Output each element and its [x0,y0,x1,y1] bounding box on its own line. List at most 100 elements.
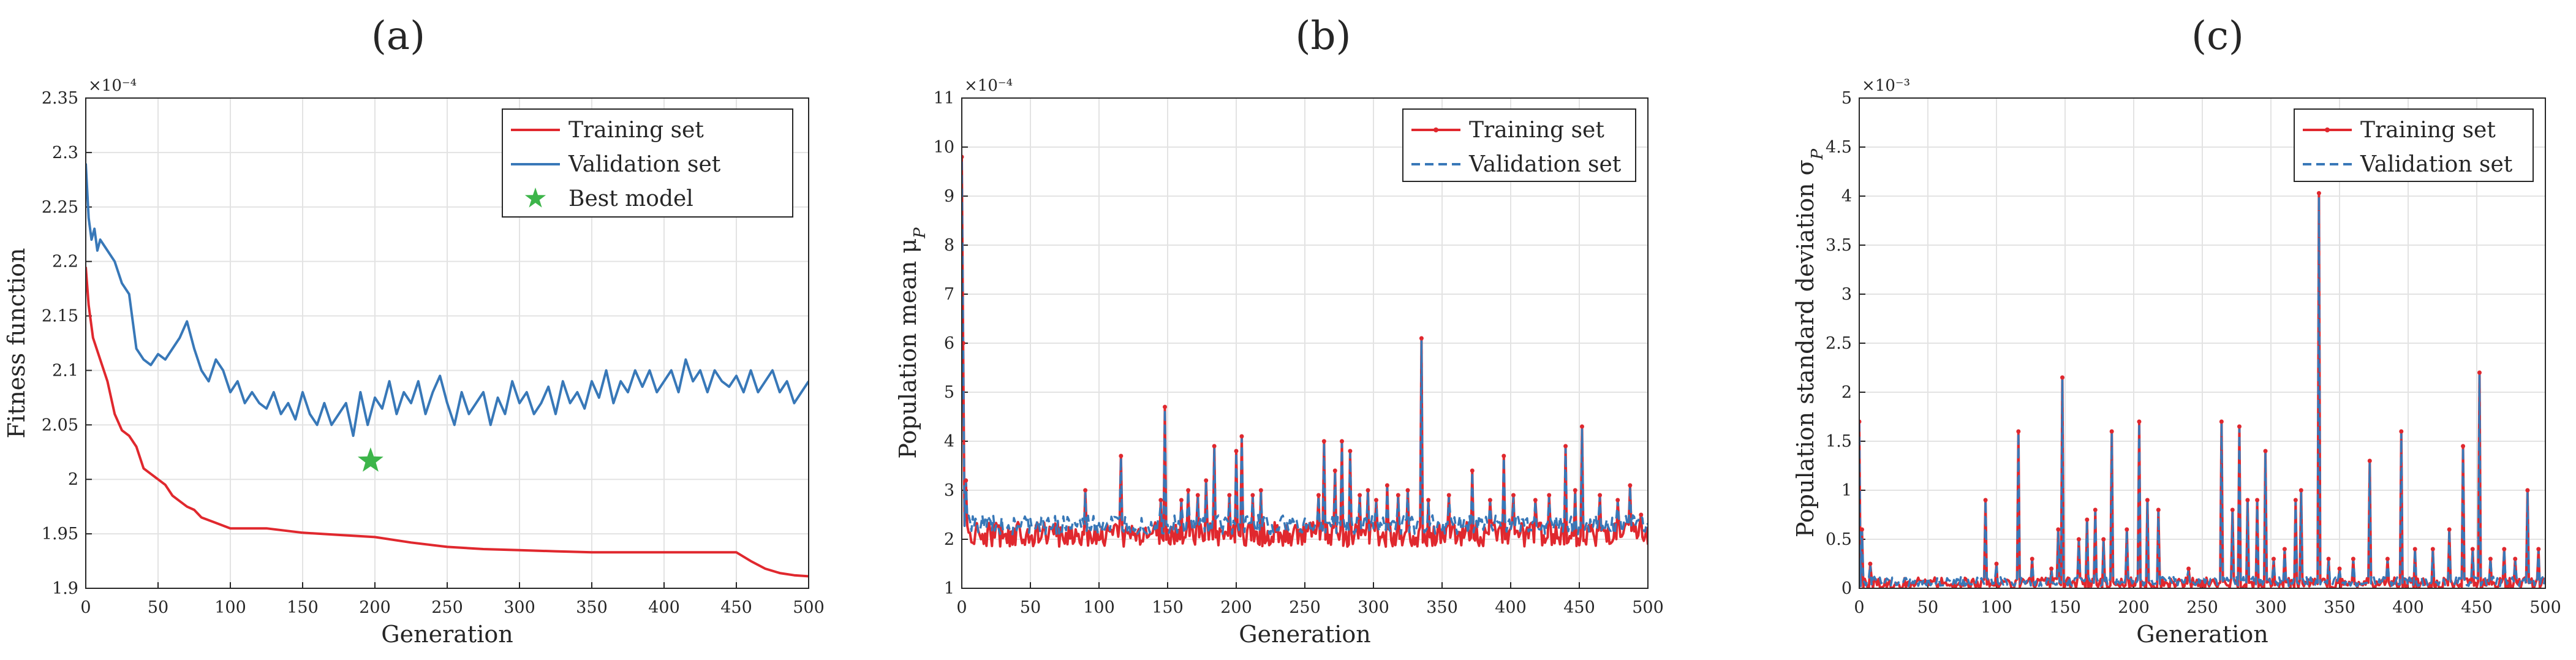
y-axis-label: Fitness function [3,248,30,439]
spike-point [1405,488,1410,493]
spike-point [1533,498,1538,503]
y-tick-label: 4 [944,432,954,451]
y-tick-label: 7 [944,285,954,304]
series-training-line [1859,192,2545,588]
spike-point [1227,493,1232,498]
x-tick-label: 300 [1358,598,1389,617]
spike-point [2298,488,2303,493]
x-tick-label: 400 [1495,598,1527,617]
spike-point [2060,375,2065,380]
x-tick-label: 350 [576,598,608,617]
x-tick-label: 200 [2118,598,2150,617]
x-tick-label: 300 [2255,598,2287,617]
y-tick-label: 2.1 [52,361,78,380]
x-tick-label: 100 [214,598,246,617]
y-tick-label: 1.5 [1826,432,1852,451]
legend-swatch-marker [2325,127,2330,132]
y-tick-label: 8 [944,236,954,255]
spike-point [1384,483,1389,488]
x-tick-label: 50 [148,598,168,617]
x-tick-label: 200 [1220,598,1252,617]
x-tick-label: 450 [720,598,752,617]
spike-point [2385,556,2390,561]
spike-point [2109,429,2114,434]
y-tick-label: 3 [944,481,954,500]
x-tick-label: 500 [793,598,825,617]
x-axis-label: Generation [381,621,513,648]
y-tick-label: 3.5 [1826,236,1852,255]
spike-point [1258,488,1263,493]
y-axis-label-subscript: P [911,227,929,239]
y-tick-label: 2.25 [42,198,78,217]
spike-point [1339,439,1344,444]
legend-label-validation: Validation set [1468,152,1622,177]
spike-point [2093,507,2098,512]
y-axis-label: Population mean μP [894,227,929,459]
spike-point [1239,434,1244,439]
spike-point [1426,498,1431,503]
spike-point [1250,493,1255,498]
spike-point [1639,512,1644,517]
axes-frame [85,97,809,589]
spike-point [1628,483,1633,488]
spike-point [2502,547,2507,552]
x-tick-label: 500 [2529,598,2561,617]
y-tick-label: 2.2 [52,252,78,271]
spike-point [2316,191,2321,195]
spike-point [1396,493,1400,498]
spike-point [1358,493,1362,498]
x-tick-label: 0 [80,598,91,617]
spike-point [1868,561,1873,566]
spike-point [1332,468,1337,473]
y-tick-label: 2 [944,530,954,549]
spike-point [1365,488,1370,493]
legend-box [1402,108,1636,182]
y-tick-label: 11 [934,89,954,108]
y-tick-label: 1 [944,579,954,598]
spike-point [2156,507,2161,512]
y-tick-label: 1 [1841,481,1852,500]
series-training-line [962,156,1648,548]
spike-point [1158,498,1163,503]
spike-point [1615,498,1620,503]
x-tick-label: 50 [1020,598,1041,617]
spike-point [2237,424,2242,429]
spike-point [1321,439,1326,444]
spike-point [1501,453,1506,458]
y-tick-label: 9 [944,187,954,206]
x-tick-label: 250 [2186,598,2218,617]
y-tick-label: 2.5 [1826,334,1852,353]
chart-panel-2: (b) 0 50 100 150 200 250 300 350 400 450 500 1 2 3 4 5 6 7… [894,13,1664,648]
x-tick-label: 0 [1854,598,1864,617]
x-tick-label: 250 [431,598,463,617]
x-tick-label: 100 [1981,598,2012,617]
y-tick-label: 2.35 [42,89,78,108]
spike-point [1446,493,1451,498]
spike-point [1547,493,1552,498]
spike-point [962,341,965,346]
x-tick-label: 150 [287,598,319,617]
spike-point [1994,561,1999,566]
spike-point [1195,493,1200,498]
spike-point [1563,444,1568,449]
plot-area [962,154,1648,548]
best-model-star [358,447,383,472]
spike-point [2282,547,2287,552]
spike-point [1204,478,1209,483]
plot-area [86,163,809,578]
x-tick-label: 0 [956,598,967,617]
spike-point [1348,449,1353,453]
spike-point [1579,424,1584,429]
spike-point [2525,488,2530,493]
spike-point [2399,429,2404,434]
spike-point [2430,547,2435,552]
spike-point [2186,566,2191,571]
spike-point [1373,498,1378,503]
legend-box [2294,108,2534,182]
x-tick-label: 450 [1563,598,1595,617]
x-tick-label: 300 [504,598,535,617]
spike-point [964,478,969,483]
spike-point [2245,498,2250,503]
legend-label-training: Training set [1469,118,1604,143]
